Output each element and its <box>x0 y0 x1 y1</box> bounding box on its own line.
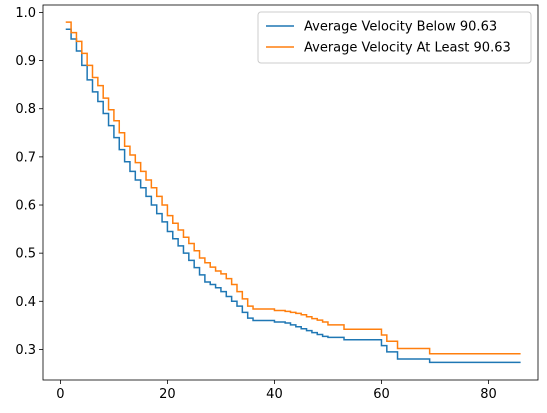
legend-label-2: Average Velocity At Least 90.63 <box>304 41 511 56</box>
y-tick-label: 0.4 <box>15 295 36 310</box>
y-tick-label: 1.0 <box>15 6 36 21</box>
axes-frame <box>42 4 539 381</box>
y-tick-label: 0.6 <box>15 199 36 214</box>
y-tick-label: 0.5 <box>15 247 36 262</box>
series-line-1 <box>65 28 521 364</box>
y-axis: 0.3 0.4 0.5 0.6 0.7 0.8 0.9 1.0 <box>15 6 43 358</box>
x-tick-label: 60 <box>373 387 390 402</box>
x-axis: 0 20 40 60 80 <box>56 380 497 402</box>
legend: Average Velocity Below 90.63 Average Velo… <box>257 11 532 64</box>
x-tick-label: 0 <box>56 387 64 402</box>
x-tick-label: 40 <box>266 387 283 402</box>
y-tick-label: 0.7 <box>15 150 36 165</box>
y-tick-label: 0.8 <box>15 102 36 117</box>
y-tick-label: 0.3 <box>15 343 36 358</box>
x-tick-label: 80 <box>480 387 497 402</box>
y-tick-label: 0.9 <box>15 54 36 69</box>
series-line-2 <box>65 21 521 355</box>
legend-label-1: Average Velocity Below 90.63 <box>304 20 497 35</box>
x-tick-label: 20 <box>159 387 176 402</box>
plot-area <box>42 4 539 381</box>
legend-box <box>257 11 532 64</box>
